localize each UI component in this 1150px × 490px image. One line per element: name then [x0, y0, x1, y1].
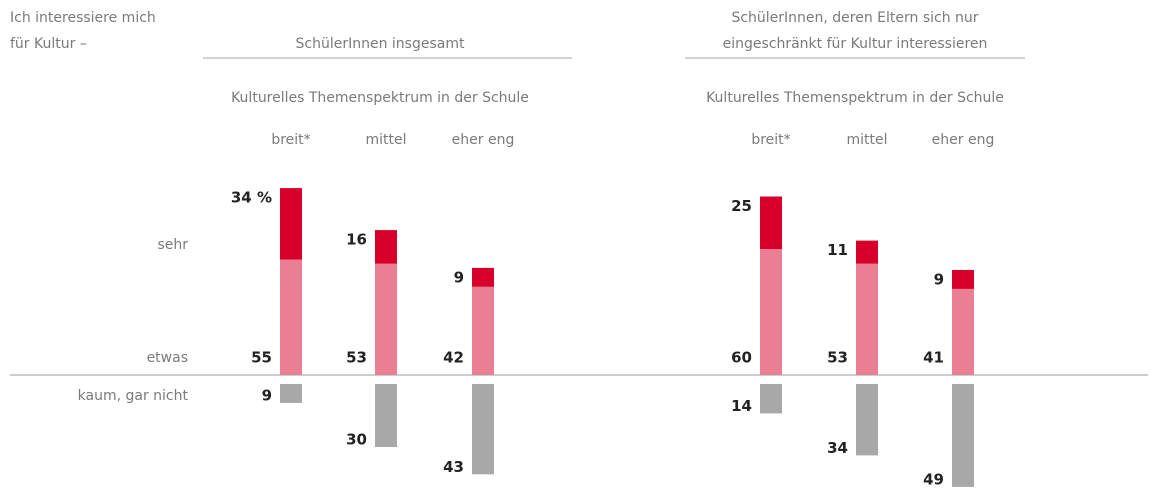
value-label: 9 — [934, 271, 944, 289]
bar-segment — [280, 188, 302, 260]
bar-segment — [952, 270, 974, 289]
bar-segment — [760, 249, 782, 375]
value-label: 55 — [251, 349, 272, 367]
bar-segment — [760, 384, 782, 414]
bar-segment — [472, 267, 494, 287]
value-label: 16 — [346, 231, 367, 249]
category-label: eher eng — [932, 132, 995, 148]
value-label: 42 — [443, 349, 464, 367]
panel-subtitle: Kulturelles Themenspektrum in der Schule — [231, 90, 529, 106]
value-label: 11 — [827, 241, 848, 259]
bar-segment — [856, 263, 878, 375]
value-label: 49 — [923, 470, 944, 488]
bar-segment — [375, 384, 397, 447]
row-header: Ich interessiere mich — [10, 10, 156, 26]
row-label: kaum, gar nicht — [78, 388, 189, 404]
category-label: mittel — [846, 132, 887, 148]
bar-segment — [375, 263, 397, 375]
panel-title: SchülerInnen insgesamt — [296, 36, 465, 52]
category-label: breit* — [271, 132, 310, 148]
value-label: 25 — [731, 197, 752, 215]
category-label: breit* — [751, 132, 790, 148]
value-label: 34 — [827, 439, 848, 457]
value-label: 60 — [731, 349, 752, 367]
category-label: mittel — [365, 132, 406, 148]
bar-segment — [856, 384, 878, 456]
bar-segment — [760, 196, 782, 249]
bar-segment — [472, 384, 494, 475]
value-label: 43 — [443, 458, 464, 476]
bar-segment — [952, 384, 974, 487]
value-label: 9 — [454, 268, 464, 286]
bar-segment — [280, 259, 302, 375]
bar-segment — [375, 230, 397, 264]
value-label: 9 — [262, 386, 272, 404]
bar-segment — [856, 240, 878, 264]
panel-subtitle: Kulturelles Themenspektrum in der Schule — [706, 90, 1004, 106]
row-label: sehr — [157, 237, 188, 253]
value-label: 30 — [346, 431, 367, 449]
bar-segment — [280, 384, 302, 403]
value-label: 53 — [346, 349, 367, 367]
value-label: 41 — [923, 349, 944, 367]
value-label: 34 % — [231, 189, 272, 207]
panel-title: SchülerInnen, deren Eltern sich nur — [731, 10, 978, 26]
category-label: eher eng — [452, 132, 515, 148]
value-label: 14 — [731, 397, 752, 415]
value-label: 53 — [827, 349, 848, 367]
bar-segment — [952, 288, 974, 375]
row-label: etwas — [147, 350, 188, 366]
row-header: für Kultur – — [10, 36, 87, 52]
panel-title: eingeschränkt für Kultur interessieren — [723, 36, 988, 52]
bar-segment — [472, 286, 494, 375]
